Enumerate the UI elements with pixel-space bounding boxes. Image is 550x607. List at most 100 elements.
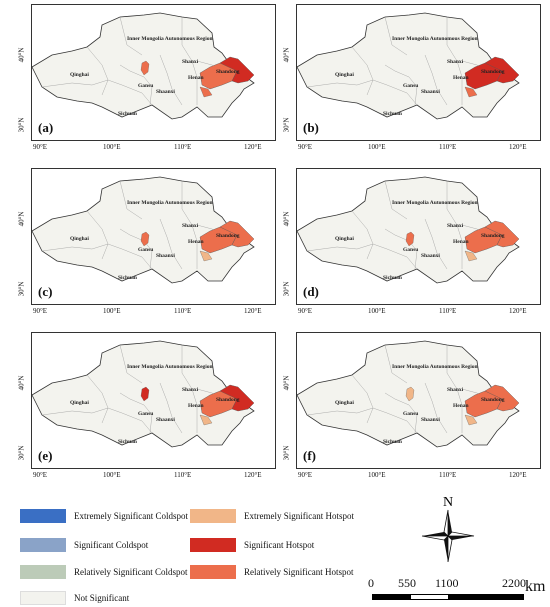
lat-tick-label: 40°N: [282, 47, 291, 63]
river-basin-outline: [32, 176, 255, 284]
region-label: Qinghai: [70, 72, 89, 78]
region-label: Sichuan: [118, 111, 137, 117]
hotspot-area: [199, 250, 213, 262]
lon-tick-label: 90°E: [33, 143, 48, 151]
region-label: Shandong: [216, 233, 240, 239]
hotspot-area: [219, 220, 255, 248]
map-svg: Inner Mongolia Autonomous Region Qinghai…: [32, 176, 255, 284]
lat-tick-label: 40°N: [282, 211, 291, 227]
lon-tick-label: 90°E: [298, 471, 313, 479]
region-label: Shandong: [481, 397, 505, 403]
region-label: Henan: [453, 75, 469, 81]
lat-tick-label: 30°N: [17, 445, 26, 461]
scale-unit: km: [525, 578, 546, 595]
lon-tick-label: 110°E: [174, 471, 192, 479]
legend-swatch: [190, 565, 236, 579]
region-label: Inner Mongolia Autonomous Region: [127, 364, 213, 370]
map-svg: Inner Mongolia Autonomous Region Qinghai…: [297, 12, 520, 120]
region-label: Gansu: [138, 83, 153, 89]
legend-label: Significant Coldspot: [74, 540, 149, 550]
region-label: Sichuan: [118, 275, 137, 281]
lat-tick-label: 30°N: [17, 281, 26, 297]
panel-label: (f): [303, 448, 316, 463]
lon-tick-label: 120°E: [509, 307, 527, 315]
region-label: Inner Mongolia Autonomous Region: [127, 36, 213, 42]
map-panel: Inner Mongolia Autonomous Region Qinghai…: [31, 332, 276, 469]
lat-tick-label: 40°N: [17, 47, 26, 63]
region-label: Shandong: [481, 233, 505, 239]
map-svg: Inner Mongolia Autonomous Region Qinghai…: [32, 12, 255, 120]
region-label: Henan: [453, 239, 469, 245]
lon-tick-label: 120°E: [244, 307, 262, 315]
region-label: Sichuan: [383, 439, 402, 445]
scale-bar: 0 550 1100 2200 km: [368, 576, 550, 606]
hotspot-area: [199, 86, 213, 98]
region-label: Gansu: [403, 411, 418, 417]
region-label: Inner Mongolia Autonomous Region: [392, 364, 478, 370]
hotspot-area: [140, 60, 150, 76]
region-label: Inner Mongolia Autonomous Region: [392, 36, 478, 42]
lat-tick-label: 30°N: [282, 281, 291, 297]
lon-tick-label: 110°E: [439, 307, 457, 315]
scale-tick-label: 550: [398, 576, 416, 590]
lon-tick-label: 110°E: [174, 307, 192, 315]
map-panel: Inner Mongolia Autonomous Region Qinghai…: [31, 168, 276, 305]
region-label: Gansu: [403, 83, 418, 89]
scale-tick-label: 0: [368, 576, 374, 590]
panel-label: (b): [303, 120, 319, 135]
region-label: Inner Mongolia Autonomous Region: [392, 200, 478, 206]
panel-label: (e): [38, 448, 53, 463]
legend-swatch: [20, 591, 66, 605]
panel-label: (d): [303, 284, 319, 299]
lat-tick-label: 40°N: [282, 375, 291, 391]
lon-tick-label: 110°E: [174, 143, 192, 151]
hotspot-area: [464, 86, 478, 98]
legend-label: Relatively Significant Coldspot: [74, 567, 188, 577]
region-label: Henan: [188, 239, 204, 245]
legend-label: Relatively Significant Hotspot: [244, 567, 354, 577]
region-label: Qinghai: [335, 400, 354, 406]
hotspot-area: [405, 386, 415, 402]
region-label: Sichuan: [118, 439, 137, 445]
region-label: Shandong: [216, 397, 240, 403]
lon-tick-label: 100°E: [368, 471, 386, 479]
lon-tick-label: 90°E: [298, 143, 313, 151]
lat-tick-label: 40°N: [17, 375, 26, 391]
region-label: Henan: [188, 403, 204, 409]
region-label: Shanxi: [182, 223, 199, 229]
hotspot-area: [199, 414, 213, 426]
river-basin-outline: [297, 176, 520, 284]
region-label: Shandong: [216, 69, 240, 75]
legend-label: Not Significant: [74, 593, 130, 603]
region-label: Shaanxi: [421, 417, 440, 423]
hotspot-area: [464, 414, 478, 426]
region-label: Qinghai: [70, 236, 89, 242]
region-label: Shaanxi: [156, 417, 175, 423]
hotspot-area: [464, 250, 478, 262]
lon-tick-label: 90°E: [33, 307, 48, 315]
legend-item-relative-hotspot: Relatively Significant Hotspot: [190, 565, 354, 579]
lon-tick-label: 100°E: [103, 471, 121, 479]
region-label: Shanxi: [182, 59, 199, 65]
region-label: Shanxi: [447, 223, 464, 229]
scale-tick-label: 1100: [435, 576, 459, 590]
region-label: Shaanxi: [156, 89, 175, 95]
legend-item-extreme-hotspot: Extremely Significant Hotspot: [190, 509, 354, 523]
lon-tick-label: 90°E: [298, 307, 313, 315]
lon-tick-label: 120°E: [509, 471, 527, 479]
hotspot-area: [405, 231, 415, 247]
lon-tick-label: 120°E: [509, 143, 527, 151]
region-label: Shaanxi: [421, 253, 440, 259]
region-label: Inner Mongolia Autonomous Region: [127, 200, 213, 206]
legend-swatch: [190, 538, 236, 552]
lon-tick-label: 100°E: [103, 143, 121, 151]
lon-tick-label: 100°E: [103, 307, 121, 315]
lon-tick-label: 100°E: [368, 143, 386, 151]
map-panel: Inner Mongolia Autonomous Region Qinghai…: [296, 168, 541, 305]
hotspot-area: [219, 384, 255, 412]
legend-label: Extremely Significant Coldspot: [74, 511, 188, 521]
map-svg: Inner Mongolia Autonomous Region Qinghai…: [297, 340, 520, 448]
scale-tick-label: 2200: [502, 576, 526, 590]
region-label: Sichuan: [383, 111, 402, 117]
lon-tick-label: 90°E: [33, 471, 48, 479]
